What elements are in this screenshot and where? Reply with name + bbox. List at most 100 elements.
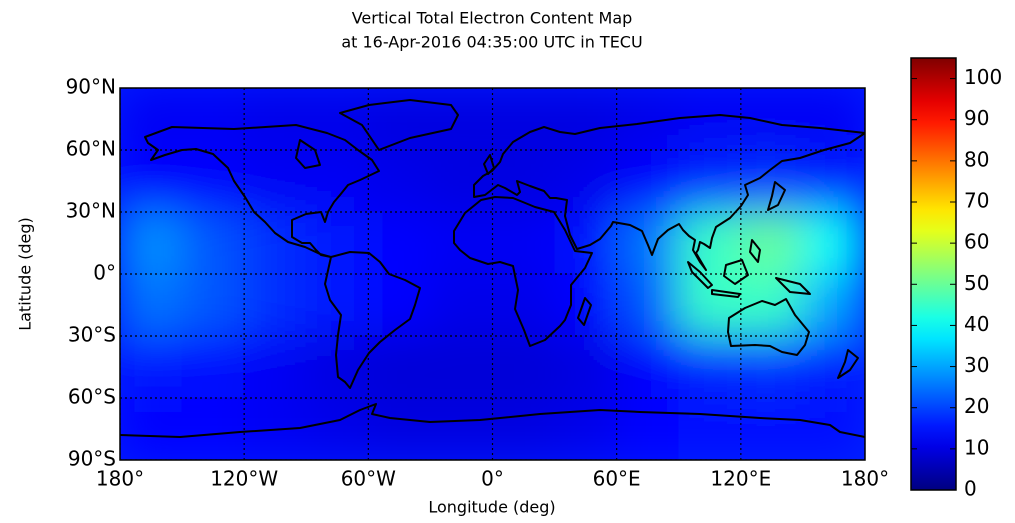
tec-cell bbox=[367, 88, 431, 151]
y-tick-label: 0° bbox=[93, 261, 116, 285]
british-isles bbox=[483, 154, 495, 175]
tec-cell bbox=[554, 149, 618, 213]
japan bbox=[767, 181, 786, 211]
tec-cell bbox=[802, 273, 865, 337]
tec-cell bbox=[429, 88, 493, 151]
new-zealand bbox=[837, 349, 859, 379]
tec-cell bbox=[678, 149, 742, 213]
tec-cell bbox=[243, 149, 307, 213]
colorbar-tick-label: 50 bbox=[964, 271, 989, 295]
tec-cell bbox=[367, 335, 431, 399]
borneo bbox=[723, 259, 749, 285]
colorbar-tick-label: 90 bbox=[964, 106, 989, 130]
hudson-bay bbox=[295, 139, 321, 169]
colorbar-tick-label: 70 bbox=[964, 189, 989, 213]
tec-cell bbox=[367, 397, 431, 460]
africa bbox=[453, 196, 593, 347]
tec-cell bbox=[243, 88, 307, 151]
tec-cell bbox=[243, 211, 307, 275]
tec-cell bbox=[305, 273, 369, 337]
tec-cell bbox=[616, 273, 680, 337]
x-tick-label: 60°E bbox=[593, 467, 641, 491]
tec-cell bbox=[120, 211, 183, 275]
colorbar-tick-label: 80 bbox=[964, 147, 989, 171]
colorbar-tick-label: 40 bbox=[964, 312, 989, 336]
y-tick-label: 60°S bbox=[68, 385, 116, 409]
tec-cell bbox=[802, 149, 865, 213]
x-tick-label: 120°W bbox=[210, 467, 278, 491]
tec-cell bbox=[429, 273, 493, 337]
tec-cell bbox=[492, 88, 556, 151]
x-tick-label: 180° bbox=[96, 467, 144, 491]
tec-cell bbox=[554, 397, 618, 460]
tec-cell bbox=[802, 211, 865, 275]
y-axis-label: Latitude (deg) bbox=[16, 217, 35, 331]
x-tick-label: 0° bbox=[481, 467, 504, 491]
colorbar bbox=[910, 57, 957, 491]
chart-subtitle: at 16-Apr-2016 04:35:00 UTC in TECU bbox=[341, 33, 642, 52]
tec-cell bbox=[616, 397, 680, 460]
tec-cell bbox=[305, 397, 369, 460]
tec-cell bbox=[181, 397, 245, 460]
plot-frame bbox=[119, 87, 866, 461]
tec-cell bbox=[678, 211, 742, 275]
tec-cell bbox=[678, 335, 742, 399]
tec-cell bbox=[802, 397, 865, 460]
colorbar-tick-label: 0 bbox=[964, 477, 977, 501]
antarctica bbox=[120, 403, 865, 438]
coastlines bbox=[120, 99, 865, 438]
tec-cell bbox=[429, 397, 493, 460]
colorbar-tick-label: 60 bbox=[964, 230, 989, 254]
y-tick-label: 90°N bbox=[66, 75, 116, 99]
tec-cell bbox=[802, 88, 865, 151]
tec-cell bbox=[367, 211, 431, 275]
colorbar-tick-label: 20 bbox=[964, 394, 989, 418]
south-america bbox=[324, 251, 421, 389]
colorbar-tick-label: 100 bbox=[964, 65, 1002, 89]
y-tick-label: 90°S bbox=[68, 447, 116, 471]
tec-cell bbox=[429, 211, 493, 275]
eurasia bbox=[473, 114, 865, 271]
tec-cell bbox=[802, 335, 865, 399]
x-axis-label: Longitude (deg) bbox=[428, 498, 555, 517]
new-guinea bbox=[775, 277, 811, 295]
tec-cell bbox=[120, 88, 183, 151]
tec-cell bbox=[429, 335, 493, 399]
x-tick-label: 60°W bbox=[341, 467, 396, 491]
tec-cell bbox=[492, 211, 556, 275]
tec-cell bbox=[243, 273, 307, 337]
tec-cell bbox=[678, 88, 742, 151]
tec-cell bbox=[492, 335, 556, 399]
x-tick-label: 180° bbox=[841, 467, 889, 491]
tec-cell bbox=[120, 273, 183, 337]
madagascar bbox=[577, 297, 592, 326]
sumatra bbox=[687, 261, 713, 289]
tec-cell bbox=[492, 273, 556, 337]
grid bbox=[120, 88, 865, 460]
tec-cell bbox=[181, 335, 245, 399]
greenland bbox=[339, 99, 459, 151]
australia bbox=[727, 298, 810, 356]
tec-cell bbox=[367, 149, 431, 213]
tec-cell bbox=[120, 397, 183, 460]
tec-cell bbox=[429, 149, 493, 213]
tec-cell bbox=[305, 88, 369, 151]
tec-cell bbox=[554, 273, 618, 337]
colorbar-tick-label: 30 bbox=[964, 353, 989, 377]
tec-cell bbox=[243, 335, 307, 399]
north-america bbox=[144, 124, 380, 258]
tec-cell bbox=[181, 88, 245, 151]
tec-cell bbox=[740, 397, 804, 460]
tec-cell bbox=[120, 335, 183, 399]
tec-cell bbox=[181, 273, 245, 337]
tec-cell bbox=[616, 335, 680, 399]
tec-cell bbox=[554, 335, 618, 399]
tec-cell bbox=[305, 211, 369, 275]
y-tick-label: 60°N bbox=[66, 137, 116, 161]
tec-cell bbox=[554, 211, 618, 275]
tec-cell bbox=[492, 397, 556, 460]
tec-cell bbox=[616, 149, 680, 213]
tec-cell bbox=[740, 211, 804, 275]
y-tick-label: 30°S bbox=[68, 323, 116, 347]
